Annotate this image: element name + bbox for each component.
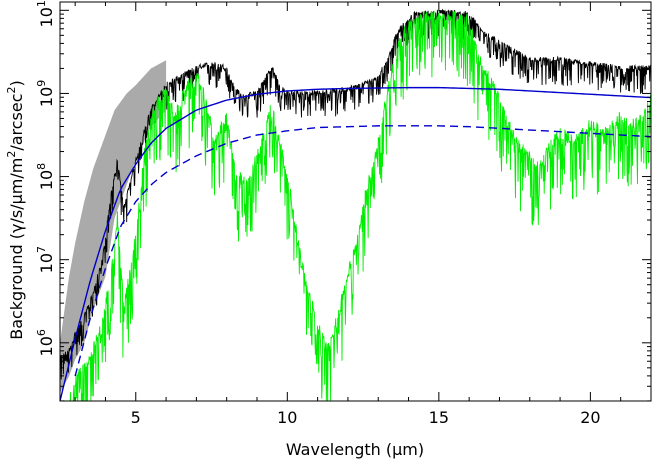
y-tick-label: 1010	[35, 0, 56, 27]
series-line-1	[60, 8, 651, 380]
y-axis-label: Background (γ/s/μm/m2/arcsec2)	[5, 80, 26, 340]
series-line-3	[60, 86, 651, 401]
x-tick-label: 5	[131, 408, 141, 427]
x-axis-label: Wavelength (μm)	[286, 440, 424, 459]
x-tick-label: 15	[429, 408, 449, 427]
series-line-4	[74, 125, 651, 377]
series-line-2	[63, 10, 651, 401]
plot-frame	[59, 1, 652, 402]
plot-series	[60, 8, 651, 401]
x-tick-label: 20	[580, 408, 600, 427]
x-tick-label: 10	[277, 408, 297, 427]
y-tick-label: 106	[35, 329, 56, 356]
y-tick-label: 108	[35, 163, 56, 190]
axis-ticks: 5 10 15 20 106 107 108 109 1010	[35, 0, 652, 427]
y-tick-label: 109	[35, 80, 56, 107]
y-tick-label: 107	[35, 246, 56, 273]
